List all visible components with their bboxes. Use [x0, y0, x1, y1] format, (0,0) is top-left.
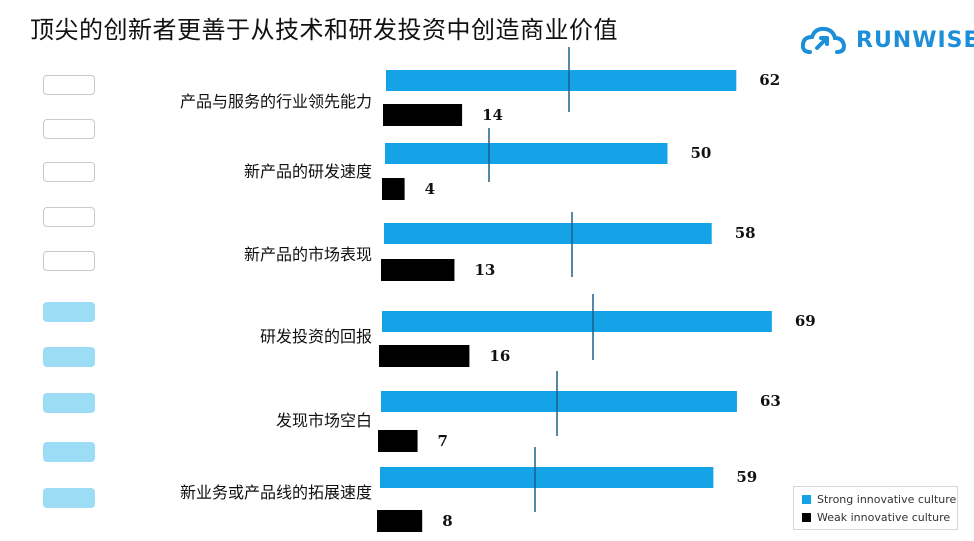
decorative-pill	[43, 347, 95, 367]
decorative-pill	[43, 393, 95, 413]
bar-strong	[381, 391, 737, 412]
decorative-pill	[43, 302, 95, 322]
value-label-strong: 50	[691, 144, 712, 162]
legend-item-strong: Strong innovative culture	[802, 493, 956, 506]
value-label-weak: 16	[489, 347, 510, 365]
bar-weak	[382, 178, 405, 200]
chart-legend: Strong innovative culture Weak innovativ…	[793, 486, 958, 530]
category-label: 新业务或产品线的拓展速度	[180, 483, 372, 502]
decorative-pill	[43, 162, 95, 182]
value-label-strong: 62	[759, 71, 780, 89]
logo-text: RUNWISE	[856, 28, 974, 53]
cloud-arrow-icon	[800, 26, 847, 54]
decorative-pill	[43, 119, 95, 139]
category-label: 研发投资的回报	[260, 327, 372, 346]
value-label-strong: 58	[735, 224, 756, 242]
value-label-strong: 69	[795, 312, 816, 330]
decorative-pill	[43, 251, 95, 271]
category-label: 新产品的研发速度	[244, 162, 372, 181]
decorative-pill	[43, 75, 95, 95]
value-label-weak: 14	[482, 106, 503, 124]
value-label-strong: 59	[736, 468, 757, 486]
category-label: 新产品的市场表现	[244, 245, 372, 264]
bar-weak	[379, 345, 470, 367]
bar-strong	[384, 223, 712, 244]
legend-item-weak: Weak innovative culture	[802, 511, 950, 524]
decorative-pill	[43, 207, 95, 227]
chart-title: 顶尖的创新者更善于从技术和研发投资中创造商业价值	[30, 16, 618, 44]
value-label-weak: 8	[442, 512, 452, 530]
value-label-weak: 4	[425, 180, 435, 198]
bar-weak	[378, 430, 418, 452]
bar-strong	[386, 70, 737, 91]
bar-strong	[382, 311, 772, 332]
legend-label-weak: Weak innovative culture	[817, 511, 951, 524]
runwise-logo	[800, 26, 847, 54]
bar-strong	[380, 467, 714, 488]
bar-weak	[381, 259, 455, 281]
value-label-weak: 13	[474, 261, 495, 279]
bar-weak	[377, 510, 423, 532]
decorative-pill	[43, 442, 95, 462]
decorative-pill	[43, 488, 95, 508]
bar-weak	[383, 104, 463, 126]
legend-swatch-weak	[802, 513, 811, 522]
value-label-weak: 7	[438, 432, 448, 450]
bar-strong	[385, 143, 668, 164]
category-label: 产品与服务的行业领先能力	[180, 92, 372, 111]
category-label: 发现市场空白	[276, 411, 372, 430]
value-label-strong: 63	[760, 392, 781, 410]
legend-swatch-strong	[802, 495, 811, 504]
legend-label-strong: Strong innovative culture	[817, 493, 957, 506]
